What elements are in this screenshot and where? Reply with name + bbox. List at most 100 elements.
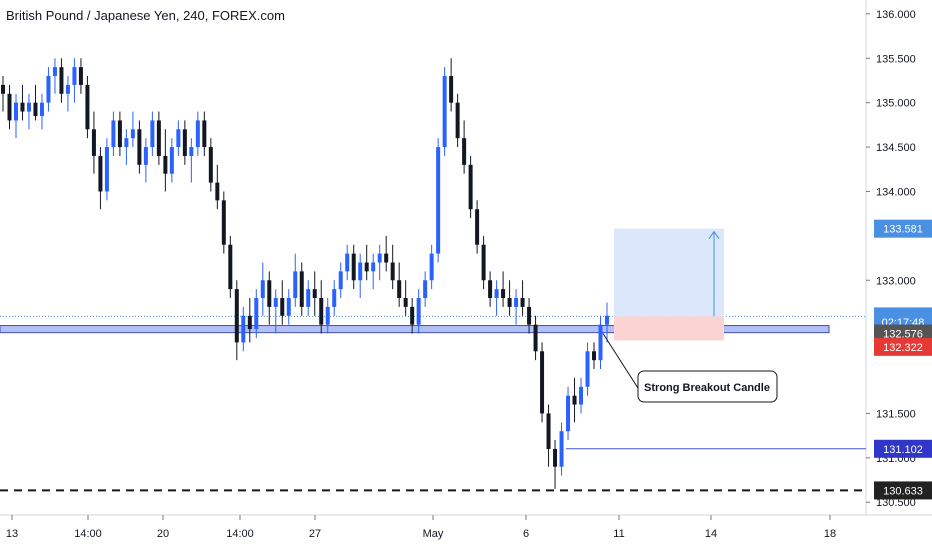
- candle-body: [273, 298, 278, 307]
- x-tick-label: 27: [309, 528, 321, 540]
- candle-body: [449, 76, 454, 103]
- support-zone: [0, 325, 830, 334]
- candle-body: [345, 253, 350, 272]
- candle-body: [260, 280, 265, 299]
- candle-body: [436, 147, 441, 254]
- candle-body: [137, 129, 142, 165]
- candle-body: [423, 280, 428, 299]
- candle-body: [332, 289, 337, 307]
- candle-body: [156, 120, 161, 156]
- candle-body: [39, 102, 44, 116]
- candle-body: [65, 84, 70, 94]
- candle-body: [592, 351, 597, 361]
- candle-body: [169, 147, 174, 174]
- candle-body: [546, 413, 551, 449]
- candle-body: [501, 289, 506, 299]
- candle-body: [377, 253, 382, 263]
- candle-body: [410, 306, 415, 325]
- candle-body: [507, 298, 512, 307]
- x-tick-label: 11: [613, 528, 624, 540]
- candle-body: [267, 280, 272, 307]
- candle-body: [215, 182, 220, 201]
- chart-title: British Pound / Japanese Yen, 240, FOREX…: [6, 8, 285, 23]
- candle-body: [527, 306, 532, 325]
- y-tick-label: 130.500: [876, 497, 916, 509]
- candle-body: [176, 129, 181, 148]
- candle-body: [364, 262, 369, 272]
- candle-body: [462, 138, 467, 165]
- candle-body: [234, 289, 239, 343]
- candle-body: [520, 298, 525, 307]
- x-tick-label: May: [423, 528, 444, 540]
- candle-body: [202, 120, 207, 148]
- y-tick-label: 134.500: [876, 142, 916, 154]
- candle-body: [553, 448, 558, 467]
- candle-body: [124, 138, 129, 148]
- price-tag-label: 132.576: [883, 329, 923, 341]
- price-tag: [874, 439, 932, 458]
- candle-body: [468, 164, 473, 210]
- profit-zone: [614, 228, 724, 317]
- candle-body: [397, 280, 402, 299]
- candle-body: [579, 386, 584, 405]
- candle-body: [481, 244, 486, 281]
- candle-body: [429, 253, 434, 281]
- candle-body: [533, 324, 538, 352]
- candle-body: [559, 431, 564, 467]
- candle-body: [540, 351, 545, 414]
- candle-body: [91, 129, 96, 156]
- candle-body: [390, 262, 395, 281]
- candle-body: [280, 298, 285, 316]
- candle-body: [494, 289, 499, 299]
- candle-body: [371, 262, 376, 272]
- candle-body: [221, 200, 226, 245]
- candle-body: [325, 306, 330, 325]
- candle-body: [52, 67, 57, 77]
- price-tag-label: 130.633: [883, 485, 923, 497]
- candle-body: [85, 84, 90, 130]
- x-tick-label: 18: [824, 528, 836, 540]
- candle-body: [403, 298, 408, 307]
- candle-body: [208, 147, 213, 183]
- candle-body: [566, 395, 571, 432]
- candle-body: [488, 280, 493, 299]
- candle-body: [111, 120, 116, 148]
- candle-body: [514, 298, 519, 307]
- y-tick-label: 135.500: [876, 53, 916, 65]
- loss-zone: [614, 316, 724, 341]
- x-tick-label: 14:00: [226, 528, 254, 540]
- candle-body: [312, 289, 317, 299]
- candle-body: [117, 120, 122, 148]
- candle-body: [585, 351, 590, 387]
- y-tick-label: 134.000: [876, 186, 916, 198]
- candle-body: [46, 76, 51, 103]
- candle-body: [13, 102, 18, 121]
- candle-body: [143, 147, 148, 165]
- candle-body: [306, 289, 311, 307]
- candle-body: [26, 102, 31, 112]
- annotation-text: Strong Breakout Candle: [644, 382, 770, 394]
- candle-body: [384, 253, 389, 263]
- candle-body: [20, 102, 25, 112]
- candle-body: [358, 262, 363, 281]
- candle-body: [247, 315, 252, 330]
- x-tick-label: 14: [705, 528, 717, 540]
- price-tag: [874, 337, 932, 356]
- y-tick-label: 136.000: [876, 9, 916, 21]
- candle-body: [475, 209, 480, 245]
- candle-body: [59, 67, 64, 94]
- candle-body: [351, 253, 356, 281]
- target-arrow-head: [708, 230, 720, 239]
- annotation-box: [637, 370, 778, 403]
- candle-body: [72, 67, 77, 85]
- price-tag-label: 131.102: [883, 444, 923, 456]
- price-tag: [874, 481, 932, 500]
- y-tick-label: 135.000: [876, 98, 916, 110]
- candle-body: [455, 102, 460, 139]
- candle-body: [78, 67, 83, 85]
- candle-body: [104, 147, 109, 192]
- candle-body: [338, 271, 343, 290]
- candle-body: [241, 315, 246, 343]
- candle-body: [442, 76, 447, 148]
